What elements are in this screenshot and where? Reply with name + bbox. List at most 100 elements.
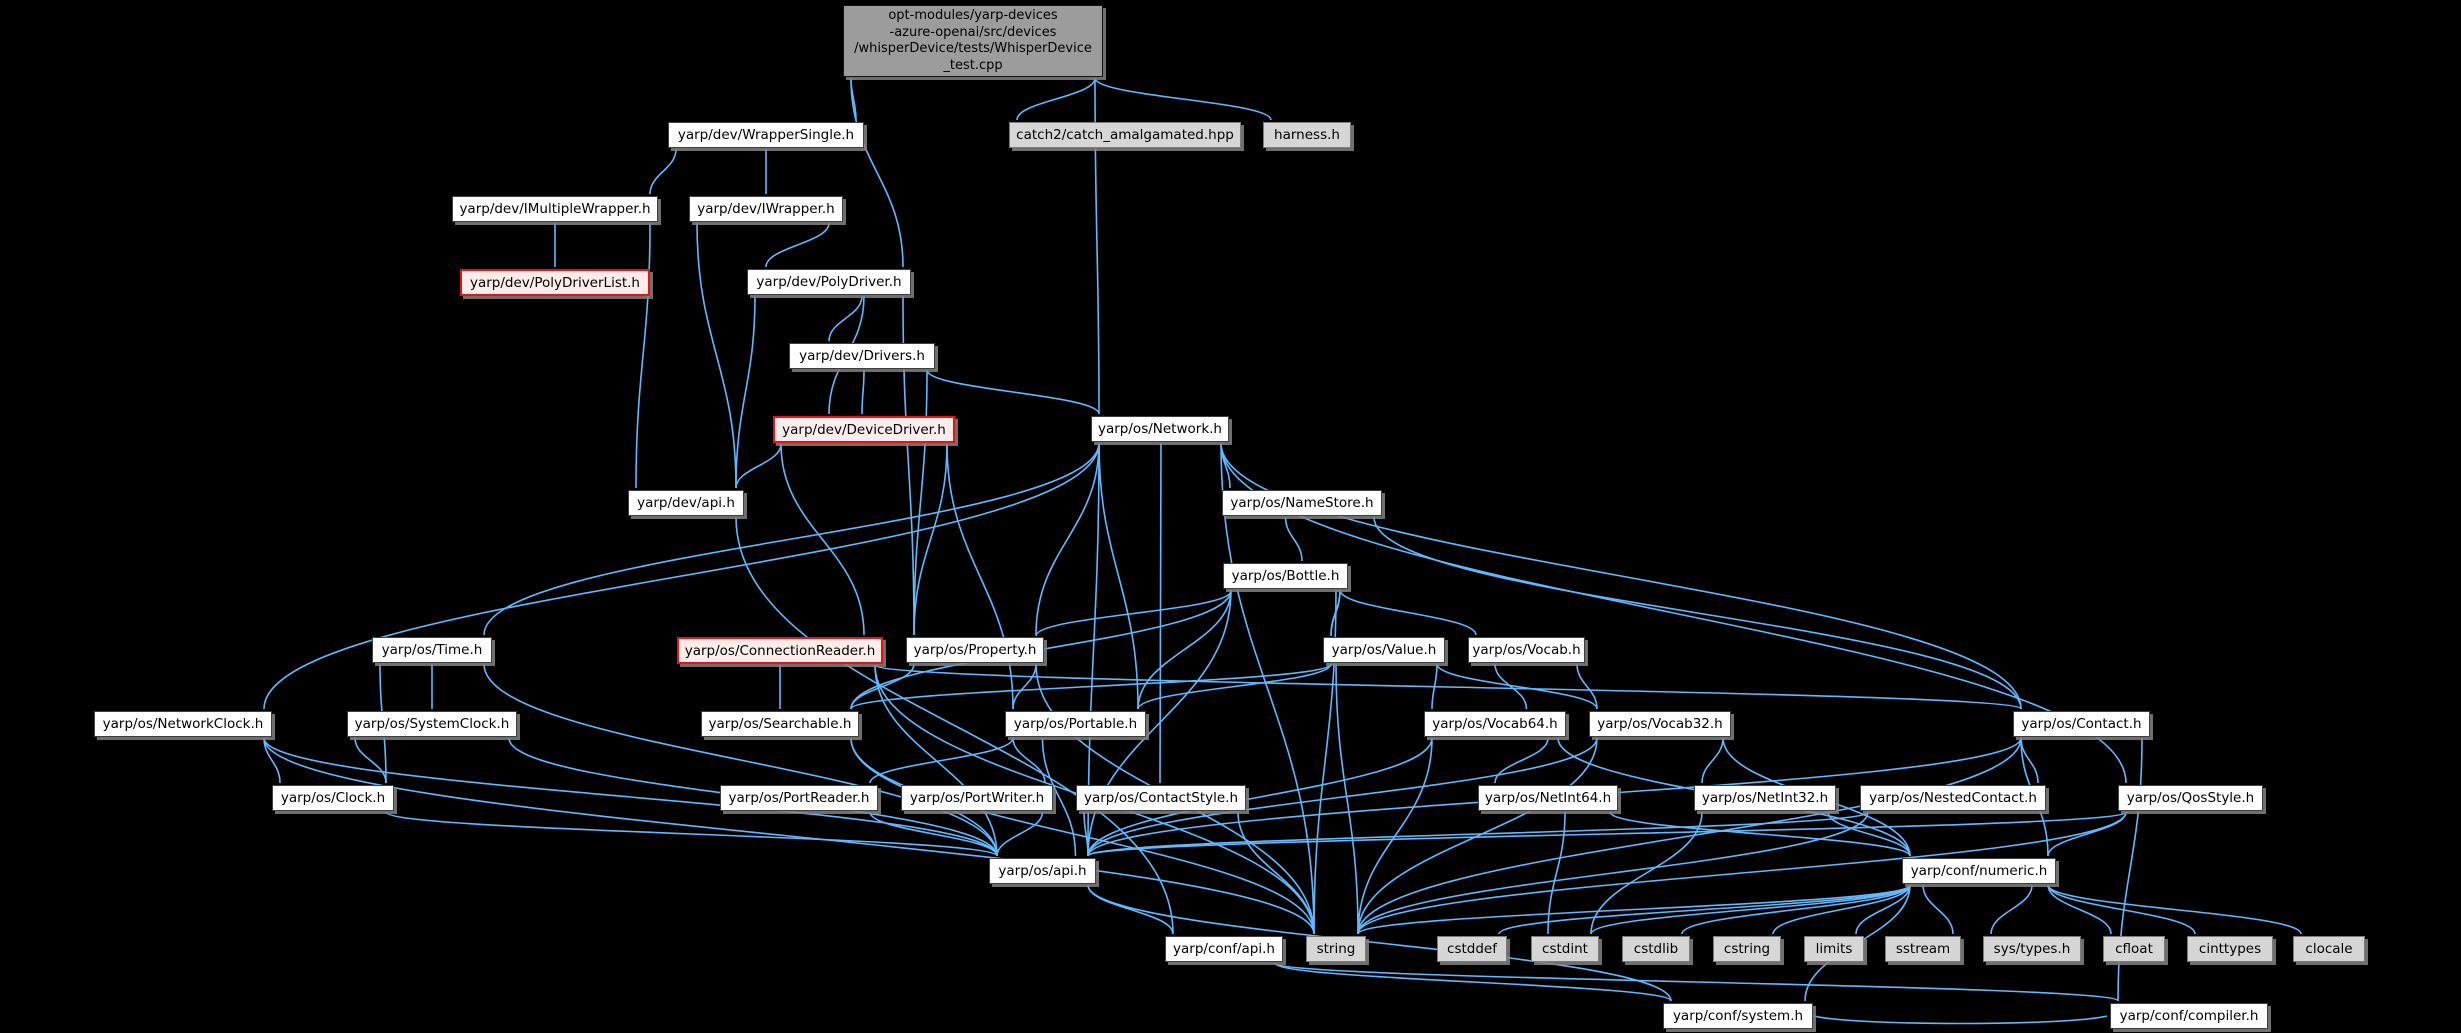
- edge-qosstyle-string: [1357, 811, 2127, 935]
- graph-node-iwrapper[interactable]: yarp/dev/IWrapper.h: [689, 196, 843, 222]
- edge-netint32-cstdint: [1590, 811, 1703, 935]
- graph-node-portable[interactable]: yarp/os/Portable.h: [1005, 711, 1146, 737]
- edge-network-time: [483, 442, 1100, 636]
- graph-node-cstring: cstring: [1713, 936, 1781, 962]
- edge-bottle-osapi: [1087, 589, 1232, 857]
- graph-node-time[interactable]: yarp/os/Time.h: [372, 637, 492, 663]
- graph-node-confnumeric[interactable]: yarp/conf/numeric.h: [1902, 858, 2056, 884]
- graph-node-polydriverlist[interactable]: yarp/dev/PolyDriverList.h: [460, 269, 650, 296]
- edge-confnumeric-string: [1357, 884, 1911, 935]
- graph-node-connreader[interactable]: yarp/os/ConnectionReader.h: [677, 637, 883, 664]
- graph-node-confapi[interactable]: yarp/conf/api.h: [1165, 936, 1283, 962]
- edge-systemclock-clock: [354, 737, 387, 784]
- graph-node-vocab64[interactable]: yarp/os/Vocab64.h: [1424, 711, 1566, 737]
- graph-node-nestedcontact[interactable]: yarp/os/NestedContact.h: [1860, 785, 2046, 811]
- graph-node-networkclock[interactable]: yarp/os/NetworkClock.h: [94, 711, 272, 737]
- graph-node-vocab[interactable]: yarp/os/Vocab.h: [1468, 637, 1585, 663]
- edge-network-contactstyle: [1159, 442, 1162, 784]
- graph-node-cfloat: cfloat: [2103, 936, 2165, 962]
- graph-node-limits: limits: [1804, 936, 1864, 962]
- edge-devicedriver-devapi: [735, 443, 782, 489]
- graph-node-property[interactable]: yarp/os/Property.h: [906, 637, 1044, 663]
- graph-node-value[interactable]: yarp/os/Value.h: [1323, 637, 1445, 663]
- edge-drivers-network: [926, 369, 1100, 415]
- edge-value-bottle: [1330, 590, 1341, 637]
- edge-imultiple-devapi: [635, 222, 651, 489]
- edge-wrapper_single-imultiple: [649, 148, 677, 195]
- graph-node-imultiple[interactable]: yarp/dev/IMultipleWrapper.h: [452, 196, 658, 222]
- edge-vocab-vocab32: [1576, 663, 1598, 710]
- graph-node-contactstyle[interactable]: yarp/os/ContactStyle.h: [1076, 785, 1246, 811]
- edge-contact-string: [1357, 737, 2022, 935]
- graph-node-cinttypes: cinttypes: [2187, 936, 2273, 962]
- graph-node-clock[interactable]: yarp/os/Clock.h: [272, 785, 394, 811]
- graph-node-network[interactable]: yarp/os/Network.h: [1091, 416, 1229, 442]
- graph-node-netint32[interactable]: yarp/os/NetInt32.h: [1694, 785, 1836, 811]
- graph-node-osapi[interactable]: yarp/os/api.h: [989, 858, 1096, 884]
- edge-drivers-property: [913, 369, 928, 636]
- edge-confnumeric-systypes: [1990, 884, 2033, 935]
- graph-node-catch2: catch2/catch_amalgamated.hpp: [1009, 122, 1241, 148]
- graph-node-systypes: sys/types.h: [1983, 936, 2081, 962]
- edge-property-bottle: [1035, 590, 1232, 637]
- edge-networkclock-osapi: [263, 737, 998, 857]
- graph-node-confsystem[interactable]: yarp/conf/system.h: [1663, 1003, 1813, 1029]
- edge-polydriver-drivers: [828, 295, 863, 342]
- graph-node-main-line-3: _test.cpp: [943, 57, 1003, 73]
- edge-confnumeric-cfloat: [2047, 884, 2112, 935]
- edge-portreader-osapi: [869, 811, 998, 857]
- edge-vocab32-osapi: [1087, 737, 1598, 857]
- edge-qosstyle-osapi: [1087, 811, 2127, 857]
- edge-vocab64-netint64: [1494, 737, 1549, 784]
- edge-confnumeric-limits: [1855, 884, 1911, 935]
- graph-node-systemclock[interactable]: yarp/os/SystemClock.h: [347, 711, 517, 737]
- graph-node-confcompiler[interactable]: yarp/conf/compiler.h: [2110, 1003, 2268, 1029]
- graph-node-qosstyle[interactable]: yarp/os/QosStyle.h: [2118, 785, 2263, 811]
- edge-connreader-contact: [874, 664, 2022, 710]
- graph-node-namestore[interactable]: yarp/os/NameStore.h: [1222, 490, 1382, 516]
- edge-qosstyle-confnumeric: [2047, 811, 2127, 857]
- edge-namestore-contact: [1373, 516, 2022, 710]
- graph-node-vocab32[interactable]: yarp/os/Vocab32.h: [1589, 711, 1731, 737]
- graph-node-cstdint: cstdint: [1531, 936, 1599, 962]
- graph-node-drivers[interactable]: yarp/dev/Drivers.h: [789, 343, 935, 369]
- edge-connreader-osapi: [874, 664, 998, 857]
- graph-node-devicedriver[interactable]: yarp/dev/DeviceDriver.h: [773, 416, 955, 443]
- graph-node-main-line-1: -azure-openai/src/devices: [889, 24, 1057, 40]
- edge-devapi-confapi: [735, 516, 1174, 935]
- edge-main-catch2: [1016, 77, 1096, 121]
- graph-node-cstdlib: cstdlib: [1622, 936, 1690, 962]
- graph-node-netint64[interactable]: yarp/os/NetInt64.h: [1478, 785, 1618, 811]
- graph-node-bottle[interactable]: yarp/os/Bottle.h: [1223, 563, 1348, 589]
- edge-portable-osapi: [1041, 737, 1077, 857]
- edge-property-portable: [1012, 663, 1037, 710]
- graph-node-searchable[interactable]: yarp/os/Searchable.h: [701, 711, 859, 737]
- graph-node-portwriter[interactable]: yarp/os/PortWriter.h: [901, 785, 1053, 811]
- edge-main-polydriver: [850, 77, 904, 268]
- edge-portable-portreader: [869, 737, 1014, 784]
- edge-network-portable: [1098, 442, 1139, 710]
- edge-vocab-vocab64: [1494, 663, 1528, 710]
- edge-nestedcontact-string: [1357, 811, 1869, 935]
- edge-vocab32-string: [1357, 737, 1598, 935]
- graph-node-string: string: [1306, 936, 1366, 962]
- graph-node-main-line-0: opt-modules/yarp-devices: [888, 8, 1058, 23]
- graph-node-devapi[interactable]: yarp/dev/api.h: [628, 490, 744, 516]
- edge-clock-osapi: [385, 811, 998, 857]
- graph-node-wrapper_single[interactable]: yarp/dev/WrapperSingle.h: [668, 122, 864, 148]
- edge-vocab64-osapi: [1087, 737, 1433, 857]
- edge-confnumeric-cstdlib: [1681, 884, 1911, 935]
- edge-confsystem-confcompiler: [1813, 1015, 2108, 1025]
- graph-node-portreader[interactable]: yarp/os/PortReader.h: [720, 785, 878, 811]
- edge-time-osapi: [483, 663, 998, 857]
- graph-node-polydriver[interactable]: yarp/dev/PolyDriver.h: [747, 269, 911, 295]
- graph-node-sstream: sstream: [1885, 936, 1961, 962]
- edge-value-searchable: [850, 663, 1332, 710]
- edge-portwriter-osapi: [996, 811, 1044, 857]
- graph-node-main: opt-modules/yarp-devices -azure-openai/sr…: [843, 5, 1103, 77]
- edge-confapi-confsystem: [1274, 962, 1672, 1002]
- graph-node-contact[interactable]: yarp/os/Contact.h: [2013, 711, 2150, 737]
- edge-value-portable: [1137, 663, 1332, 710]
- edge-searchable-string: [850, 737, 1315, 935]
- graph-node-main-line-2: /whisperDevice/tests/WhisperDevice: [854, 41, 1092, 56]
